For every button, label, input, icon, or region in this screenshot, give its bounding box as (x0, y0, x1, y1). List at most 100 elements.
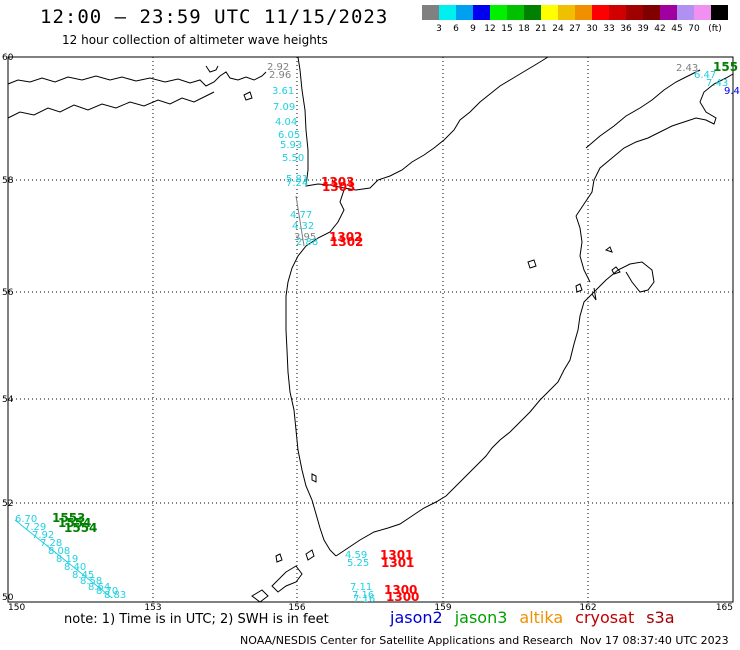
observation-time: 1303 (321, 175, 354, 189)
latitude-tick-labels: 60 58 56 54 52 50 (2, 53, 14, 603)
map-title: 12:00 – 23:59 UTC 11/15/2023 (40, 6, 389, 28)
satellite-tracks (14, 195, 305, 599)
legend-swatch (439, 5, 456, 20)
wave-height-value: 9.4 (724, 86, 740, 97)
wave-height-value: 5.25 (347, 558, 369, 569)
observation-time: 155 (713, 60, 738, 74)
wave-height-value: 8.70 (96, 586, 118, 597)
legend-label: 24 (552, 24, 564, 34)
legend-swatch (422, 5, 439, 20)
wave-height-value: 4.77 (290, 210, 312, 221)
latitude-tick: 54 (2, 395, 14, 405)
legend-swatch (677, 5, 694, 20)
legend-label: 39 (637, 24, 649, 34)
legend-label: 33 (603, 24, 615, 34)
satellite-altika: altika (519, 608, 564, 627)
wave-height-value: 7.16 (353, 594, 375, 605)
wave-height-value: 3.61 (272, 86, 294, 97)
observation-time: 1554 (58, 516, 91, 530)
legend-swatch (541, 5, 558, 20)
legend-swatch (592, 5, 609, 20)
observation-time: 1301 (380, 548, 413, 562)
plot-frame (7, 56, 734, 603)
generated-timestamp: Nov 17 08:37:40 UTC 2023 (580, 634, 729, 647)
wave-height-value: 4.32 (292, 221, 314, 232)
wave-height-value: 8.19 (56, 554, 78, 565)
wave-height-value: 4.04 (275, 117, 297, 128)
longitude-tick: 150 (8, 603, 25, 613)
wave-height-value: 8.40 (64, 562, 86, 573)
map-subtitle: 12 hour collection of altimeter wave hei… (62, 33, 328, 47)
latitude-tick: 60 (2, 53, 14, 63)
latitude-tick: 56 (2, 288, 14, 298)
legend-swatch (626, 5, 643, 20)
observation-time: 1301 (381, 556, 414, 570)
satellite-jason3: jason3 (454, 608, 508, 627)
wave-height-value: 2.92 (267, 62, 289, 73)
latitude-tick: 50 (2, 593, 14, 603)
observation-time: 1300 (384, 583, 417, 597)
longitude-tick: 153 (144, 603, 161, 613)
gridlines (8, 57, 733, 602)
wave-height-value: 7.43 (706, 78, 728, 89)
legend-label: 70 (688, 24, 700, 34)
legend-label: 27 (569, 24, 581, 34)
wave-height-value: 7.09 (273, 102, 295, 113)
wave-height-value: 4.59 (345, 550, 367, 561)
observation-time-labels: 1303130313021302130113011300130015531554… (52, 60, 738, 604)
latitude-tick: 58 (2, 176, 14, 186)
note-text: note: 1) Time is in UTC; 2) SWH is in fe… (64, 612, 329, 627)
observation-time: 1554 (64, 521, 97, 535)
wave-height-value: 8.45 (72, 570, 94, 581)
longitude-tick-labels: 150 153 156 159 162 165 (8, 603, 733, 613)
observation-time: 1303 (322, 180, 355, 194)
legend-swatch (694, 5, 711, 20)
longitude-tick: 165 (716, 603, 733, 613)
wave-height-value: 7.28 (40, 538, 62, 549)
observation-time: 1302 (329, 230, 362, 244)
legend-label: 6 (453, 24, 459, 34)
wave-height-value: 8.58 (80, 576, 102, 587)
satellite-legend: jason2 jason3 altika cryosat s3a (390, 608, 687, 627)
longitude-tick: 159 (434, 603, 451, 613)
legend-swatch (643, 5, 660, 20)
coastline (7, 56, 734, 603)
wave-height-value: 2.43 (676, 63, 698, 74)
wave-height-values: 2.922.96 3.61 7.09 4.04 6.055.93 5.50 7.245.81… (15, 62, 740, 605)
wave-height-value: 6.05 (278, 130, 300, 141)
wave-height-value: 8.64 (88, 582, 110, 593)
legend-swatch (711, 5, 728, 20)
legend-swatch (558, 5, 575, 20)
wave-height-value: 5.50 (282, 153, 304, 164)
legend-swatch (490, 5, 507, 20)
longitude-tick: 156 (288, 603, 305, 613)
wave-height-value: 7.24 (286, 178, 308, 189)
wave-height-value: 7.16 (352, 590, 374, 601)
legend-swatch (524, 5, 541, 20)
legend-label: (ft) (708, 24, 722, 34)
legend-label: 36 (620, 24, 632, 34)
legend-label: 30 (586, 24, 598, 34)
longitude-tick: 162 (579, 603, 596, 613)
wave-height-value: 2.88 (296, 237, 318, 248)
wave-height-value: 5.93 (280, 140, 302, 151)
wave-height-value: 7.92 (32, 530, 54, 541)
legend-label: 12 (484, 24, 496, 34)
wave-height-value: 8.83 (104, 590, 126, 601)
satellite-jason2: jason2 (390, 608, 443, 627)
legend-label: 45 (671, 24, 683, 34)
satellite-cryosat: cryosat (575, 608, 635, 627)
wave-height-value: 7.11 (350, 582, 372, 593)
observation-time: 1300 (386, 590, 419, 604)
credit-line: NOAA/NESDIS Center for Satellite Applica… (240, 634, 574, 647)
legend-swatch (507, 5, 524, 20)
wave-height-value: 3.95 (294, 232, 316, 243)
legend-swatch (660, 5, 677, 20)
wave-height-value: 7.29 (24, 522, 46, 533)
wave-height-value: 2.96 (269, 70, 291, 81)
wave-height-value: 8.08 (48, 546, 70, 557)
legend-label: 18 (518, 24, 530, 34)
wave-height-value: 6.70 (15, 514, 37, 525)
legend-swatch (575, 5, 592, 20)
